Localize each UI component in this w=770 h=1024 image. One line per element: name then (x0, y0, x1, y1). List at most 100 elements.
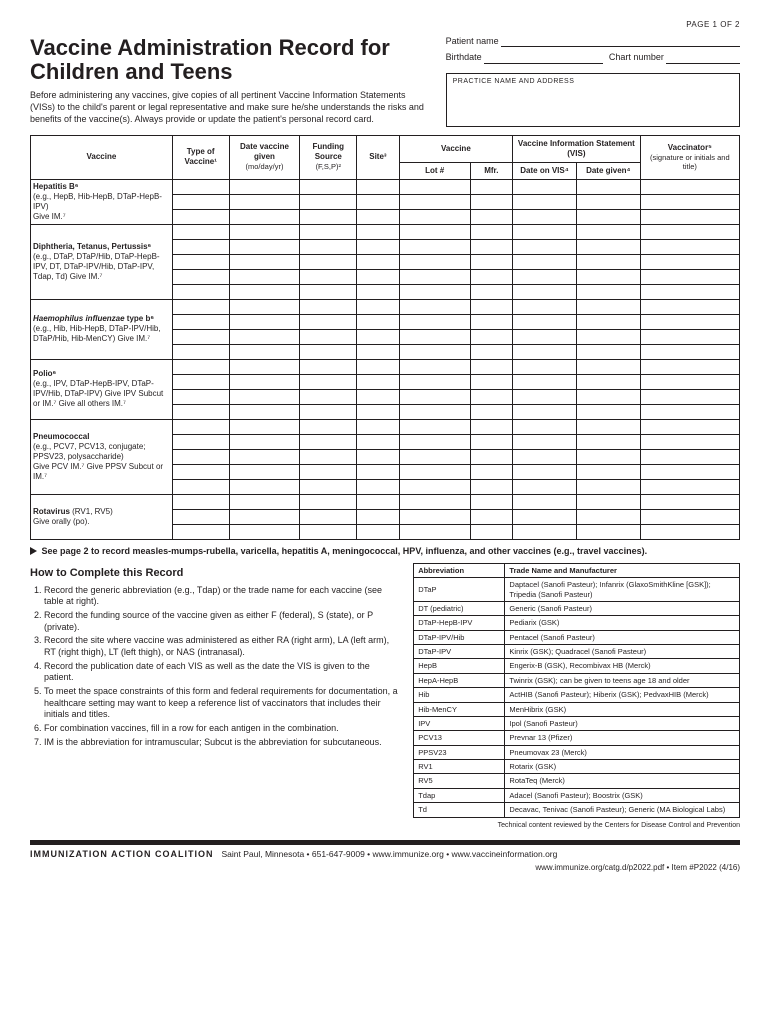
entry-cell[interactable] (399, 329, 470, 344)
entry-cell[interactable] (300, 434, 357, 449)
entry-cell[interactable] (640, 479, 739, 494)
entry-cell[interactable] (640, 254, 739, 269)
entry-cell[interactable] (229, 494, 300, 509)
entry-cell[interactable] (172, 179, 229, 194)
entry-cell[interactable] (470, 269, 513, 284)
entry-cell[interactable] (470, 239, 513, 254)
entry-cell[interactable] (300, 509, 357, 524)
entry-cell[interactable] (229, 464, 300, 479)
entry-cell[interactable] (470, 464, 513, 479)
entry-cell[interactable] (399, 464, 470, 479)
entry-cell[interactable] (576, 389, 640, 404)
entry-cell[interactable] (576, 299, 640, 314)
entry-cell[interactable] (513, 479, 577, 494)
entry-cell[interactable] (576, 209, 640, 224)
entry-cell[interactable] (399, 284, 470, 299)
entry-cell[interactable] (470, 509, 513, 524)
entry-cell[interactable] (172, 374, 229, 389)
entry-cell[interactable] (513, 299, 577, 314)
entry-cell[interactable] (172, 464, 229, 479)
entry-cell[interactable] (576, 224, 640, 239)
entry-cell[interactable] (300, 524, 357, 539)
entry-cell[interactable] (300, 209, 357, 224)
entry-cell[interactable] (300, 404, 357, 419)
entry-cell[interactable] (576, 404, 640, 419)
entry-cell[interactable] (470, 389, 513, 404)
entry-cell[interactable] (172, 329, 229, 344)
entry-cell[interactable] (399, 524, 470, 539)
entry-cell[interactable] (640, 434, 739, 449)
entry-cell[interactable] (640, 374, 739, 389)
entry-cell[interactable] (513, 314, 577, 329)
entry-cell[interactable] (357, 194, 400, 209)
entry-cell[interactable] (399, 434, 470, 449)
entry-cell[interactable] (300, 179, 357, 194)
entry-cell[interactable] (357, 209, 400, 224)
entry-cell[interactable] (300, 494, 357, 509)
entry-cell[interactable] (357, 239, 400, 254)
entry-cell[interactable] (399, 179, 470, 194)
entry-cell[interactable] (470, 224, 513, 239)
entry-cell[interactable] (576, 449, 640, 464)
entry-cell[interactable] (470, 344, 513, 359)
entry-cell[interactable] (399, 359, 470, 374)
entry-cell[interactable] (640, 329, 739, 344)
entry-cell[interactable] (470, 404, 513, 419)
entry-cell[interactable] (229, 374, 300, 389)
entry-cell[interactable] (229, 209, 300, 224)
entry-cell[interactable] (640, 404, 739, 419)
entry-cell[interactable] (357, 269, 400, 284)
entry-cell[interactable] (470, 494, 513, 509)
entry-cell[interactable] (357, 434, 400, 449)
entry-cell[interactable] (229, 359, 300, 374)
entry-cell[interactable] (172, 449, 229, 464)
entry-cell[interactable] (357, 299, 400, 314)
entry-cell[interactable] (357, 329, 400, 344)
entry-cell[interactable] (172, 299, 229, 314)
entry-cell[interactable] (399, 314, 470, 329)
entry-cell[interactable] (172, 509, 229, 524)
entry-cell[interactable] (357, 509, 400, 524)
entry-cell[interactable] (513, 269, 577, 284)
entry-cell[interactable] (357, 284, 400, 299)
entry-cell[interactable] (357, 314, 400, 329)
entry-cell[interactable] (300, 269, 357, 284)
entry-cell[interactable] (640, 359, 739, 374)
entry-cell[interactable] (513, 404, 577, 419)
entry-cell[interactable] (357, 404, 400, 419)
entry-cell[interactable] (172, 269, 229, 284)
entry-cell[interactable] (229, 524, 300, 539)
entry-cell[interactable] (300, 449, 357, 464)
entry-cell[interactable] (229, 254, 300, 269)
entry-cell[interactable] (470, 254, 513, 269)
entry-cell[interactable] (513, 419, 577, 434)
entry-cell[interactable] (357, 419, 400, 434)
entry-cell[interactable] (172, 314, 229, 329)
entry-cell[interactable] (576, 179, 640, 194)
entry-cell[interactable] (399, 239, 470, 254)
entry-cell[interactable] (172, 194, 229, 209)
entry-cell[interactable] (172, 224, 229, 239)
entry-cell[interactable] (470, 524, 513, 539)
entry-cell[interactable] (640, 284, 739, 299)
entry-cell[interactable] (640, 299, 739, 314)
entry-cell[interactable] (470, 449, 513, 464)
entry-cell[interactable] (470, 359, 513, 374)
entry-cell[interactable] (399, 509, 470, 524)
entry-cell[interactable] (576, 479, 640, 494)
entry-cell[interactable] (172, 479, 229, 494)
entry-cell[interactable] (300, 314, 357, 329)
entry-cell[interactable] (172, 209, 229, 224)
entry-cell[interactable] (513, 329, 577, 344)
entry-cell[interactable] (470, 374, 513, 389)
entry-cell[interactable] (513, 494, 577, 509)
entry-cell[interactable] (300, 479, 357, 494)
entry-cell[interactable] (229, 404, 300, 419)
entry-cell[interactable] (229, 389, 300, 404)
practice-box[interactable]: PRACTICE NAME AND ADDRESS (446, 73, 740, 127)
patient-name-field[interactable]: Patient name (446, 36, 740, 47)
entry-cell[interactable] (513, 434, 577, 449)
entry-cell[interactable] (300, 359, 357, 374)
entry-cell[interactable] (470, 194, 513, 209)
entry-cell[interactable] (172, 494, 229, 509)
